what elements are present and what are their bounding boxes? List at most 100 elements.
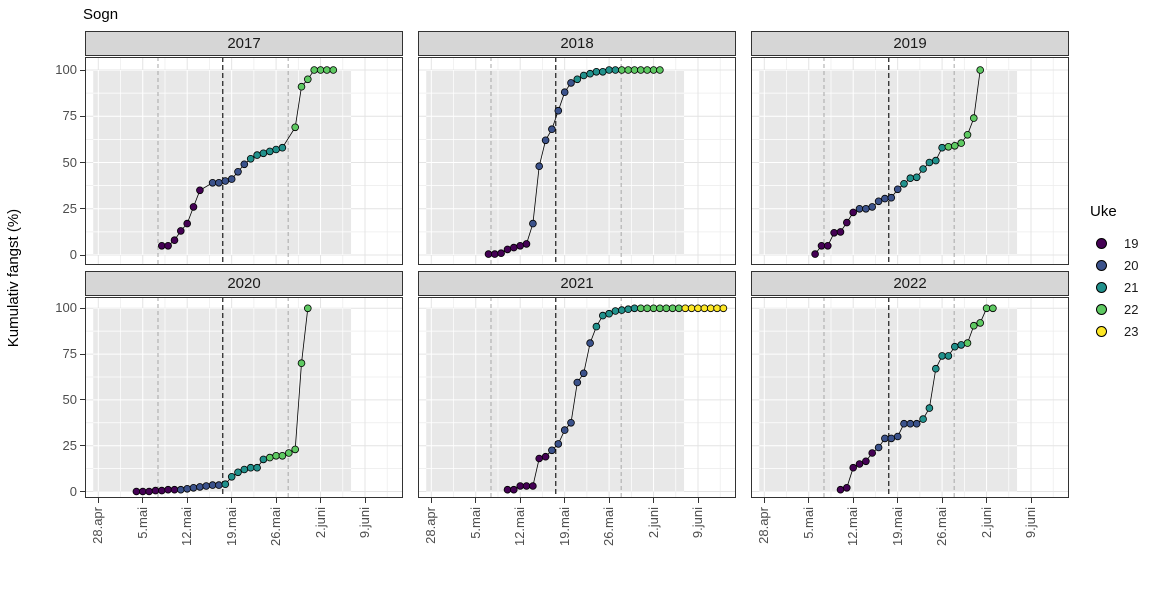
data-point-week-20	[567, 79, 575, 87]
y-tick-label: 75	[62, 346, 77, 362]
data-point-week-23	[719, 304, 728, 313]
data-point-week-19	[164, 242, 172, 250]
x-axis-tick	[564, 498, 566, 503]
data-point-week-22	[963, 339, 972, 347]
data-point-week-19	[484, 250, 493, 258]
data-point-week-21	[919, 415, 927, 423]
x-tick-label: 26.mai	[601, 507, 617, 547]
data-point-week-21	[932, 364, 940, 373]
panel-border	[418, 57, 736, 265]
data-point-week-20	[177, 485, 185, 494]
data-point-week-19	[836, 228, 845, 236]
data-point-week-21	[900, 180, 908, 188]
data-point-week-21	[221, 480, 230, 489]
x-tick-label: 2.juni	[978, 507, 994, 539]
data-point-week-20	[535, 162, 543, 170]
data-point-week-20	[586, 339, 594, 347]
data-point-week-20	[202, 482, 210, 490]
x-tick-label: 26.mai	[934, 507, 950, 547]
x-tick-label: 5.mai	[467, 507, 483, 539]
legend-label: 21	[1124, 280, 1139, 295]
x-axis-tick	[231, 498, 233, 503]
data-point-week-20	[881, 194, 889, 203]
data-point-week-21	[278, 143, 287, 152]
data-point-week-22	[951, 142, 959, 150]
data-point-week-21	[586, 69, 594, 78]
data-point-week-20	[529, 219, 537, 228]
y-axis-tick	[80, 254, 85, 256]
data-point-week-21	[592, 67, 601, 76]
data-point-week-21	[579, 71, 588, 80]
data-point-week-21	[630, 304, 639, 313]
x-tick-label: 9.juni	[690, 507, 705, 539]
data-point-week-21	[573, 75, 582, 84]
data-point-week-19	[843, 484, 851, 492]
x-axis-tick	[941, 498, 943, 503]
x-axis-tick	[320, 498, 322, 503]
x-axis-tick	[519, 498, 521, 503]
data-point-week-20	[893, 432, 902, 441]
x-axis-tick	[608, 498, 610, 503]
data-point-week-20	[554, 106, 563, 115]
data-point-week-20	[189, 484, 198, 492]
data-point-week-23	[694, 304, 702, 313]
x-axis-tick	[763, 498, 765, 503]
data-point-week-22	[291, 445, 300, 454]
facet-panel-2019	[751, 57, 1069, 265]
shaded-region-gridlines	[426, 308, 685, 492]
data-point-week-19	[177, 227, 185, 235]
data-point-week-22	[989, 304, 997, 313]
x-tick-label: 5.mai	[134, 507, 150, 539]
y-axis-tick	[80, 162, 85, 163]
x-axis-tick	[986, 498, 988, 503]
x-axis-tick	[1030, 498, 1032, 503]
data-point-week-20	[579, 369, 588, 378]
y-tick-label: 75	[62, 108, 77, 124]
data-point-week-22	[649, 304, 658, 313]
data-point-week-21	[599, 67, 607, 76]
data-point-week-23	[681, 304, 690, 313]
data-point-week-19	[138, 487, 147, 496]
legend-swatch-22	[1096, 304, 1107, 315]
data-point-week-22	[630, 66, 639, 74]
data-point-week-22	[624, 66, 633, 74]
data-point-week-22	[643, 304, 652, 313]
shaded-region-gridlines	[759, 70, 1018, 255]
facet-panel-2022	[751, 297, 1069, 498]
x-tick-label: 5.mai	[800, 507, 816, 539]
data-point-week-21	[951, 342, 959, 351]
data-point-week-23	[706, 304, 715, 313]
x-axis-tick	[364, 498, 366, 503]
data-point-week-19	[541, 452, 550, 461]
data-point-week-23	[687, 304, 696, 313]
x-axis-tick	[852, 498, 854, 503]
data-point-week-19	[158, 242, 166, 250]
data-point-week-22	[668, 304, 677, 313]
data-point-week-19	[510, 485, 518, 494]
data-point-week-19	[522, 240, 531, 248]
legend-label: 19	[1124, 236, 1139, 251]
legend-item-19: 19	[1088, 233, 1152, 254]
shaded-region-gridlines	[93, 308, 352, 492]
x-tick-label: 28.apr	[90, 507, 106, 544]
shaded-region-gridlines	[93, 70, 352, 255]
data-point-week-19	[158, 486, 166, 495]
y-tick-label: 50	[62, 391, 77, 407]
y-axis-tick	[80, 307, 85, 309]
data-point-week-21	[266, 147, 274, 156]
data-point-week-19	[811, 250, 819, 258]
data-point-week-20	[183, 485, 191, 493]
data-point-week-19	[510, 243, 518, 252]
facet-strip-2020: 2020	[85, 271, 403, 296]
data-point-week-20	[874, 197, 883, 206]
y-tick-label: 100	[55, 62, 77, 77]
y-axis-tick	[80, 208, 85, 210]
data-point-week-20	[573, 378, 582, 387]
data-point-week-20	[208, 481, 217, 489]
legend-label: 20	[1124, 258, 1139, 273]
data-point-week-21	[605, 66, 613, 74]
data-point-week-22	[643, 66, 652, 74]
data-point-week-22	[982, 304, 991, 313]
data-point-week-20	[855, 205, 864, 213]
data-point-week-20	[554, 440, 563, 448]
